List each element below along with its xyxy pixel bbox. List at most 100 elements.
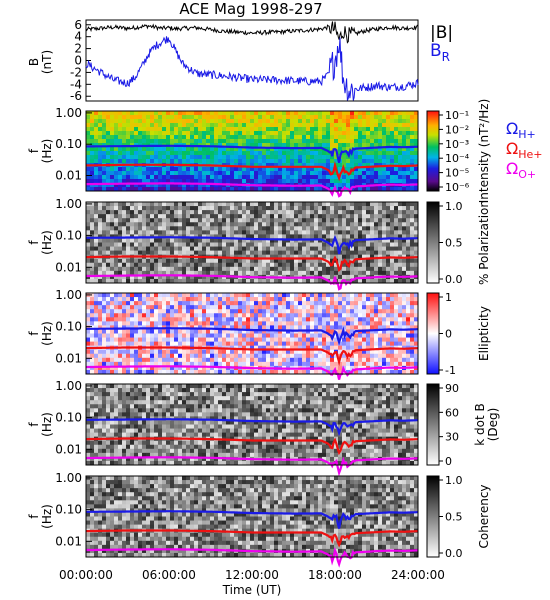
spectrogram-cell [214, 111, 219, 116]
spectrogram-cell [174, 262, 179, 268]
spectrogram-cell [186, 278, 191, 284]
spectrogram-cell [270, 151, 275, 156]
spectrogram-cell [86, 258, 91, 264]
spectrogram-cell [126, 353, 131, 359]
spectrogram-cell [222, 242, 227, 247]
spectrogram-cell [242, 254, 247, 260]
spectrogram-cell [218, 369, 223, 375]
spectrogram-cell [198, 353, 203, 359]
spectrogram-cell [186, 357, 191, 363]
spectrogram-cell [350, 357, 355, 363]
spectrogram-cell [386, 222, 391, 227]
spectrogram-cell [278, 187, 283, 192]
spectrogram-cell [410, 155, 415, 160]
spectrogram-cell [230, 115, 235, 120]
spectrogram-cell [102, 353, 107, 359]
spectrogram-cell [390, 147, 395, 152]
spectrogram-cell [186, 301, 191, 306]
spectrogram-cell [286, 353, 291, 359]
spectrogram-cell [370, 187, 375, 192]
spectrogram-cell [310, 202, 315, 207]
spectrogram-cell [362, 139, 367, 144]
spectrogram-cell [186, 167, 191, 172]
spectrogram-cell [354, 349, 359, 355]
spectrogram-cell [306, 175, 311, 180]
spectrogram-cell [330, 297, 335, 302]
spectrogram-cell [266, 175, 271, 180]
spectrogram-cell [194, 317, 199, 322]
spectrogram-cell [226, 167, 231, 172]
spectrogram-cell [154, 357, 159, 363]
spectrogram-cell [330, 159, 335, 164]
spectrogram-cell [114, 341, 119, 347]
spectrogram-cell [314, 341, 319, 347]
spectrogram-cell [178, 127, 183, 132]
spectrogram-cell [318, 333, 323, 338]
spectrogram-cell [218, 230, 223, 235]
spectrogram-cell [94, 222, 99, 227]
spectrogram-cell [386, 329, 391, 334]
spectrogram-cell [190, 238, 195, 243]
spectrogram-cell [166, 258, 171, 264]
spectrogram-cell [390, 341, 395, 347]
spectrogram-cell [126, 313, 131, 318]
spectrogram-cell [322, 175, 327, 180]
spectrogram-cell [274, 127, 279, 132]
spectrogram-cell [306, 357, 311, 363]
spectrogram-cell [178, 333, 183, 338]
spectrogram-cell [242, 143, 247, 148]
spectrogram-cell [374, 226, 379, 231]
spectrogram-cell [130, 270, 135, 276]
spectrogram-cell [246, 349, 251, 355]
spectrogram-cell [102, 246, 107, 251]
spectrogram-cell [314, 167, 319, 172]
spectrogram-cell [242, 210, 247, 215]
spectrogram-cell [358, 297, 363, 302]
spectrogram-cell [198, 321, 203, 326]
spectrogram-cell [262, 159, 267, 164]
spectrogram-cell [394, 242, 399, 247]
spectrogram-cell [346, 202, 351, 207]
spectrogram-cell [158, 309, 163, 314]
spectrogram-cell [270, 301, 275, 306]
spectrogram-cell [246, 329, 251, 334]
spectrogram-cell [282, 230, 287, 235]
spectrogram-cell [130, 175, 135, 180]
spectrogram-cell [302, 210, 307, 215]
spectrogram-cell [378, 111, 383, 116]
spectrogram-cell [318, 179, 323, 184]
spectrogram-cell [358, 222, 363, 227]
spectrogram-cell [94, 226, 99, 231]
spectrogram-cell [370, 222, 375, 227]
spectrogram-cell [234, 210, 239, 215]
spectrogram-cell [110, 206, 115, 211]
spectrogram-cell [310, 179, 315, 184]
spectrogram-cell [406, 179, 411, 184]
spectrogram-cell [214, 325, 219, 330]
spectrogram-cell [258, 179, 263, 184]
spectrogram-cell [246, 325, 251, 330]
spectrogram-cell [242, 119, 247, 124]
spectrogram-cell [102, 111, 107, 116]
spectrogram-cell [166, 246, 171, 251]
spectrogram-cell [94, 139, 99, 144]
spectrogram-cell [398, 266, 403, 272]
spectrogram-cell [102, 155, 107, 160]
spectrogram-cell [214, 155, 219, 160]
spectrogram-cell [190, 230, 195, 235]
spectrogram-cell [402, 135, 407, 140]
spectrogram-cell [166, 115, 171, 120]
spectrogram-cell [370, 155, 375, 160]
spectrogram-cell [318, 325, 323, 330]
spectrogram-cell [242, 151, 247, 156]
spectrogram-cell [274, 349, 279, 355]
spectrogram-cell [346, 313, 351, 318]
spectrogram-cell [238, 353, 243, 359]
spectrogram-cell [174, 206, 179, 211]
spectrogram-cell [130, 202, 135, 207]
spectrogram-cell [114, 317, 119, 322]
spectrogram-cell [178, 250, 183, 256]
spectrogram-cell [118, 250, 123, 256]
spectrogram-cell [338, 369, 343, 375]
spectrogram-cell [106, 159, 111, 164]
